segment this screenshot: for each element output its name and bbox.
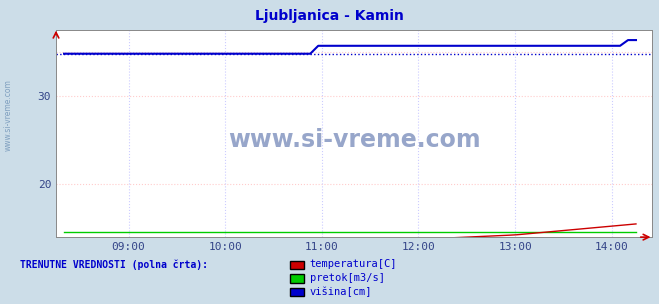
Text: www.si-vreme.com: www.si-vreme.com: [228, 128, 480, 152]
Text: temperatura[C]: temperatura[C]: [310, 260, 397, 269]
Text: pretok[m3/s]: pretok[m3/s]: [310, 273, 385, 283]
Text: Ljubljanica - Kamin: Ljubljanica - Kamin: [255, 9, 404, 23]
Text: www.si-vreme.com: www.si-vreme.com: [3, 80, 13, 151]
Text: višina[cm]: višina[cm]: [310, 287, 372, 297]
Text: TRENUTNE VREDNOSTI (polna črta):: TRENUTNE VREDNOSTI (polna črta):: [20, 259, 208, 270]
